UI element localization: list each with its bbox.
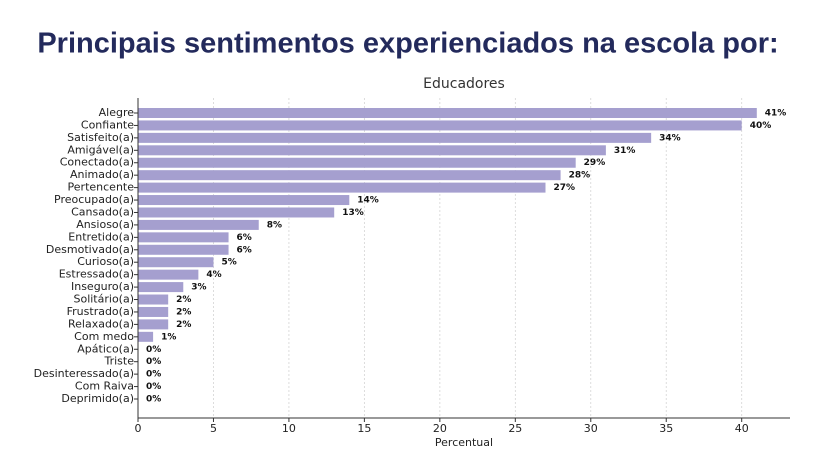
value-label: 4% bbox=[206, 270, 221, 280]
page-heading: Principais sentimentos experienciados na… bbox=[37, 28, 778, 60]
x-tick-label: 35 bbox=[659, 422, 673, 435]
y-tick-label: Satisfeito(a) bbox=[67, 131, 134, 144]
y-tick-label: Ansioso(a) bbox=[76, 218, 134, 231]
x-tick-label: 15 bbox=[357, 422, 371, 435]
x-tick-label: 10 bbox=[282, 422, 296, 435]
bar bbox=[138, 306, 169, 317]
value-label: 2% bbox=[176, 307, 191, 317]
y-tick-label: Amigável(a) bbox=[67, 143, 134, 156]
value-label: 28% bbox=[569, 171, 591, 181]
value-label: 3% bbox=[191, 283, 206, 293]
value-label: 5% bbox=[221, 258, 236, 268]
bar bbox=[138, 269, 199, 280]
y-tick-label: Deprimido(a) bbox=[61, 392, 134, 405]
bar bbox=[138, 219, 259, 230]
bar bbox=[138, 244, 229, 255]
value-label: 1% bbox=[161, 332, 176, 342]
y-tick-label: Confiante bbox=[81, 118, 134, 131]
bar bbox=[138, 331, 154, 342]
x-tick-label: 20 bbox=[433, 422, 447, 435]
bar bbox=[138, 132, 652, 143]
value-label: 8% bbox=[267, 220, 282, 230]
y-tick-label: Inseguro(a) bbox=[71, 280, 134, 293]
x-tick-label: 0 bbox=[135, 422, 142, 435]
bar bbox=[138, 319, 169, 330]
value-label: 34% bbox=[659, 133, 681, 143]
bar bbox=[138, 145, 606, 156]
bar bbox=[138, 157, 576, 168]
bar bbox=[138, 120, 742, 131]
value-label: 27% bbox=[554, 183, 576, 193]
bar bbox=[138, 207, 335, 218]
chart-title: Educadores bbox=[423, 76, 505, 92]
value-label: 2% bbox=[176, 320, 191, 330]
value-label: 6% bbox=[237, 233, 252, 243]
y-tick-label: Estressado(a) bbox=[59, 268, 134, 281]
bar bbox=[138, 195, 350, 206]
x-tick-label: 25 bbox=[508, 422, 522, 435]
value-label: 40% bbox=[750, 121, 772, 131]
value-label: 14% bbox=[357, 196, 379, 206]
y-tick-label: Com medo bbox=[74, 330, 134, 343]
value-label: 29% bbox=[584, 158, 606, 168]
value-label: 13% bbox=[342, 208, 364, 218]
y-tick-label: Desmotivado(a) bbox=[46, 243, 134, 256]
y-tick-label: Frustrado(a) bbox=[67, 305, 134, 318]
value-label: 0% bbox=[146, 395, 161, 405]
bar bbox=[138, 282, 184, 293]
bar bbox=[138, 232, 229, 243]
y-tick-label: Animado(a) bbox=[70, 168, 134, 181]
y-tick-label: Entretido(a) bbox=[68, 230, 134, 243]
value-label: 0% bbox=[146, 357, 161, 367]
x-tick-label: 40 bbox=[735, 422, 749, 435]
y-tick-label: Cansado(a) bbox=[71, 205, 134, 218]
value-label: 2% bbox=[176, 295, 191, 305]
y-tick-label: Conectado(a) bbox=[60, 156, 134, 169]
x-axis-label: Percentual bbox=[435, 436, 493, 449]
y-tick-label: Triste bbox=[104, 355, 135, 368]
y-tick-label: Alegre bbox=[99, 106, 135, 119]
y-tick-label: Apático(a) bbox=[77, 342, 134, 355]
y-tick-label: Curioso(a) bbox=[77, 255, 134, 268]
value-label: 6% bbox=[237, 245, 252, 255]
bar bbox=[138, 170, 561, 181]
value-label: 0% bbox=[146, 345, 161, 355]
value-label: 0% bbox=[146, 382, 161, 392]
x-tick-label: 30 bbox=[584, 422, 598, 435]
bar bbox=[138, 108, 757, 118]
bar bbox=[138, 257, 214, 268]
value-label: 41% bbox=[765, 109, 787, 119]
value-label: 0% bbox=[146, 370, 161, 380]
x-tick-label: 5 bbox=[210, 422, 217, 435]
y-tick-label: Pertencente bbox=[68, 181, 135, 194]
value-label: 31% bbox=[614, 146, 636, 156]
y-tick-label: Com Raiva bbox=[75, 380, 134, 393]
y-tick-label: Desinteressado(a) bbox=[34, 367, 134, 380]
bar bbox=[138, 182, 546, 193]
y-tick-label: Preocupado(a) bbox=[54, 193, 134, 206]
y-tick-label: Solitário(a) bbox=[73, 293, 134, 306]
y-tick-label: Relaxado(a) bbox=[68, 317, 134, 330]
bar bbox=[138, 294, 169, 305]
